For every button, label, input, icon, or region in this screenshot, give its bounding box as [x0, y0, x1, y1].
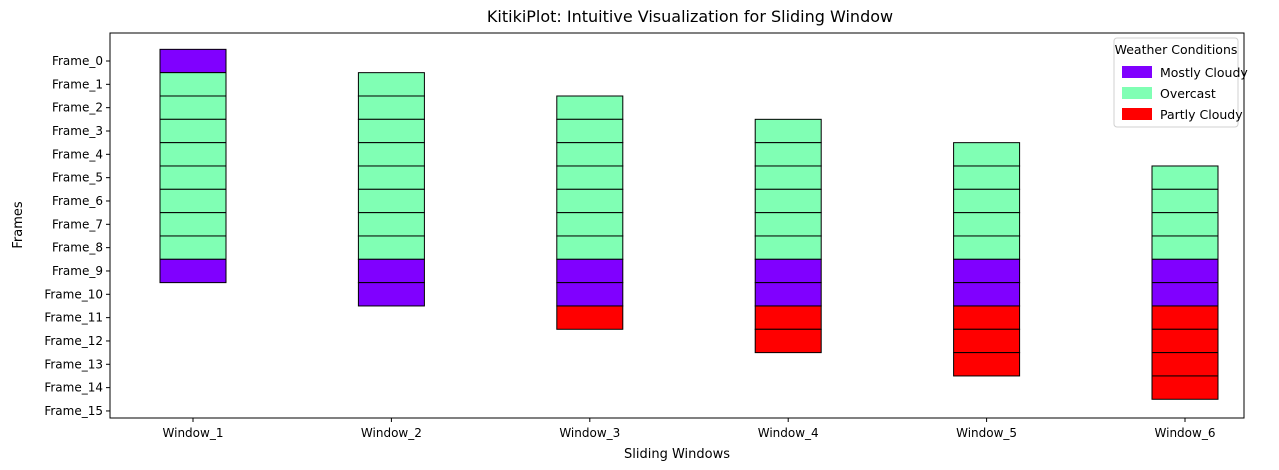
cell-window-2-frame-3 — [357, 118, 425, 144]
cell-window-1-frame-4 — [159, 142, 227, 167]
cell-window-3-frame-10 — [556, 282, 624, 307]
cell-window-5-frame-9 — [953, 258, 1021, 284]
cell-window-4-frame-6 — [754, 188, 822, 214]
y-tick-label: Frame_7 — [52, 217, 103, 231]
cell-window-5-frame-5 — [953, 165, 1021, 190]
cell-window-1-frame-1 — [159, 72, 227, 97]
cell-window-1-frame-7 — [159, 212, 227, 237]
cell-window-3-frame-11 — [556, 305, 624, 330]
legend-entry-label: Partly Cloudy — [1160, 107, 1243, 122]
cell-window-4-frame-12 — [754, 328, 822, 354]
cell-window-2-frame-5 — [357, 165, 425, 190]
cell-window-6-frame-5 — [1151, 165, 1219, 190]
cell-window-2-frame-9 — [357, 258, 425, 284]
x-tick-label: Window_5 — [956, 426, 1017, 440]
cell-window-6-frame-12 — [1151, 328, 1219, 354]
y-tick-label: Frame_14 — [44, 381, 103, 395]
x-tick-label: Window_6 — [1155, 426, 1216, 440]
cell-window-6-frame-6 — [1151, 188, 1219, 214]
cell-window-4-frame-11 — [754, 305, 822, 330]
cell-window-4-frame-9 — [754, 258, 822, 284]
y-tick-label: Frame_3 — [52, 124, 103, 138]
legend-entry-label: Mostly Cloudy — [1160, 65, 1248, 80]
cell-window-2-frame-7 — [357, 212, 425, 237]
legend-entry-label: Overcast — [1160, 86, 1216, 101]
y-tick-label: Frame_1 — [52, 77, 103, 91]
cell-window-5-frame-12 — [953, 328, 1021, 354]
cell-window-3-frame-6 — [556, 188, 624, 214]
cell-window-2-frame-10 — [357, 282, 425, 307]
cell-window-3-frame-9 — [556, 258, 624, 284]
plot-area — [159, 48, 1219, 400]
cell-window-4-frame-5 — [754, 165, 822, 190]
legend: Weather Conditions Mostly Cloudy Overcast… — [1113, 37, 1248, 128]
x-tick-label: Window_1 — [163, 426, 224, 440]
cell-window-5-frame-8 — [953, 235, 1021, 260]
cell-window-5-frame-4 — [953, 142, 1021, 167]
cell-window-2-frame-8 — [357, 235, 425, 260]
legend-box — [1113, 37, 1239, 128]
cell-window-6-frame-14 — [1151, 375, 1219, 400]
y-tick-label: Frame_2 — [52, 101, 103, 115]
x-tick-label: Window_3 — [559, 426, 620, 440]
cell-window-6-frame-11 — [1151, 305, 1219, 330]
cell-window-6-frame-7 — [1151, 212, 1219, 237]
cell-window-1-frame-0 — [159, 48, 227, 74]
cell-window-5-frame-6 — [953, 188, 1021, 214]
cell-window-1-frame-6 — [159, 188, 227, 214]
cell-window-5-frame-11 — [953, 305, 1021, 330]
cell-window-4-frame-8 — [754, 235, 822, 260]
cell-window-5-frame-13 — [953, 352, 1021, 377]
cell-window-3-frame-8 — [556, 235, 624, 260]
cell-window-1-frame-2 — [159, 95, 227, 120]
cell-window-1-frame-9 — [159, 258, 227, 284]
legend-swatch — [1122, 108, 1152, 120]
cell-window-2-frame-2 — [357, 95, 425, 120]
cell-window-6-frame-8 — [1151, 235, 1219, 260]
y-tick-label: Frame_4 — [52, 147, 103, 161]
y-tick-label: Frame_8 — [52, 241, 103, 255]
chart-title: KitikiPlot: Intuitive Visualization for … — [487, 7, 893, 26]
cell-window-2-frame-1 — [357, 72, 425, 97]
cell-window-6-frame-9 — [1151, 258, 1219, 284]
cell-window-4-frame-7 — [754, 212, 822, 237]
cell-window-5-frame-7 — [953, 212, 1021, 237]
cell-window-5-frame-10 — [953, 282, 1021, 307]
cell-window-6-frame-13 — [1151, 352, 1219, 377]
cell-window-3-frame-5 — [556, 165, 624, 190]
x-axis: Window_1 Window_2 Window_3 Window_4 Window_5… — [163, 418, 1216, 440]
cell-window-6-frame-10 — [1151, 282, 1219, 307]
y-axis: Frame_0 Frame_1 Frame_2 Frame_3 Frame_4 Frame… — [44, 54, 110, 418]
cell-window-4-frame-4 — [754, 142, 822, 167]
cell-window-1-frame-3 — [159, 118, 227, 144]
x-axis-label: Sliding Windows — [624, 447, 730, 462]
y-tick-label: Frame_10 — [44, 287, 103, 301]
y-tick-label: Frame_15 — [44, 404, 103, 418]
legend-title: Weather Conditions — [1115, 42, 1238, 57]
cell-window-1-frame-5 — [159, 165, 227, 190]
cell-window-4-frame-3 — [754, 118, 822, 144]
cell-window-3-frame-2 — [556, 95, 624, 120]
cell-window-3-frame-7 — [556, 212, 624, 237]
y-tick-label: Frame_11 — [44, 311, 103, 325]
y-tick-label: Frame_9 — [52, 264, 103, 278]
cell-window-2-frame-6 — [357, 188, 425, 214]
y-tick-label: Frame_12 — [44, 334, 103, 348]
cell-window-4-frame-10 — [754, 282, 822, 307]
y-tick-label: Frame_5 — [52, 171, 103, 185]
legend-swatch — [1122, 66, 1152, 78]
y-tick-label: Frame_13 — [44, 357, 103, 371]
cell-window-1-frame-8 — [159, 235, 227, 260]
plot-frame — [109, 32, 1245, 419]
x-tick-label: Window_2 — [361, 426, 422, 440]
cell-window-2-frame-4 — [357, 142, 425, 167]
cell-window-3-frame-4 — [556, 142, 624, 167]
y-tick-label: Frame_0 — [52, 54, 103, 68]
legend-swatch — [1122, 87, 1152, 99]
cell-window-3-frame-3 — [556, 118, 624, 144]
x-tick-label: Window_4 — [758, 426, 819, 440]
y-tick-label: Frame_6 — [52, 194, 103, 208]
y-axis-label: Frames — [11, 201, 26, 249]
